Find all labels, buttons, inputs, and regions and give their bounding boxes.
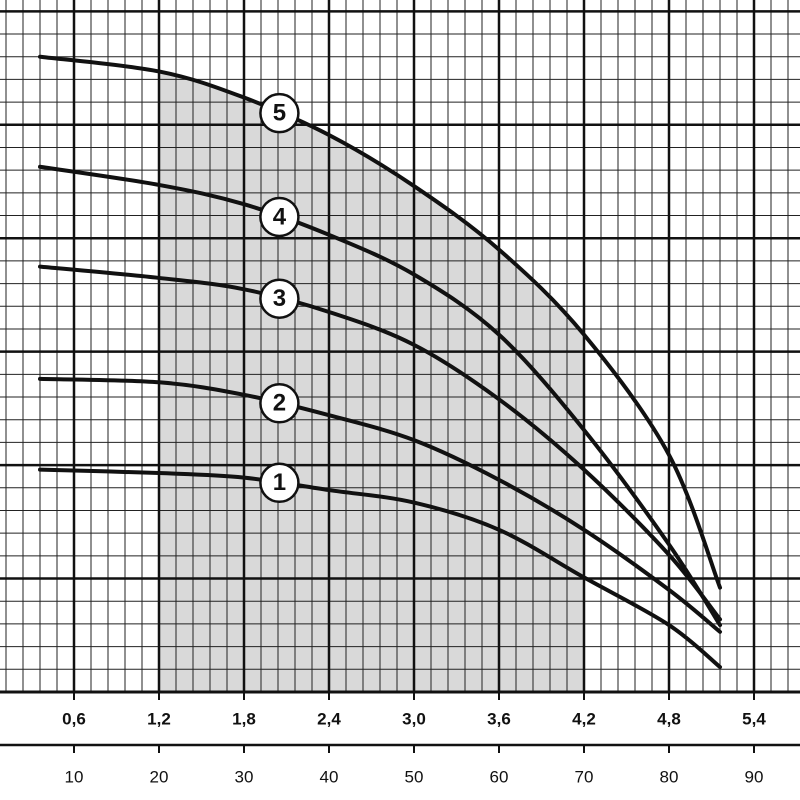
x-tick-label: 1,8 bbox=[232, 709, 256, 728]
curve bbox=[38, 164, 722, 628]
curve-label-circle bbox=[259, 278, 300, 319]
legend-label: 2 bbox=[273, 390, 286, 417]
x-tick-label: 5,4 bbox=[742, 709, 766, 728]
x2-tick-label: 60 bbox=[490, 767, 509, 786]
x2-tick-label: 30 bbox=[235, 767, 254, 786]
legend-label: 5 bbox=[273, 100, 286, 127]
x2-tick-label: 10 bbox=[65, 767, 84, 786]
x2-tick-label: 50 bbox=[405, 767, 424, 786]
x-tick-label: 4,2 bbox=[572, 709, 596, 728]
x-tick-label: 1,2 bbox=[147, 709, 171, 728]
x2-tick-label: 20 bbox=[150, 767, 169, 786]
x2-tick-label: 70 bbox=[575, 767, 594, 786]
curve-label-circle bbox=[259, 462, 300, 504]
x2-tick-label: 80 bbox=[660, 767, 679, 786]
x-tick-label: 0,6 bbox=[62, 709, 86, 728]
x-tick-label: 3,0 bbox=[402, 709, 426, 728]
curve-label-circle bbox=[259, 383, 300, 424]
x-tick-label: 4,8 bbox=[657, 709, 681, 728]
x-tick-label: 2,4 bbox=[317, 709, 341, 728]
legend-label: 3 bbox=[273, 285, 286, 312]
legend-label: 4 bbox=[273, 203, 287, 230]
curve bbox=[38, 264, 722, 622]
legend-label: 1 bbox=[273, 469, 286, 496]
x-tick-label: 3,6 bbox=[487, 709, 511, 728]
x2-tick-label: 90 bbox=[745, 767, 764, 786]
shaded-area bbox=[159, 71, 584, 692]
x2-tick-label: 40 bbox=[320, 767, 339, 786]
curve bbox=[38, 467, 722, 670]
curve-label-circle bbox=[259, 92, 300, 134]
curve bbox=[38, 54, 722, 590]
curve bbox=[38, 376, 722, 634]
curve-label-circle bbox=[259, 196, 300, 238]
